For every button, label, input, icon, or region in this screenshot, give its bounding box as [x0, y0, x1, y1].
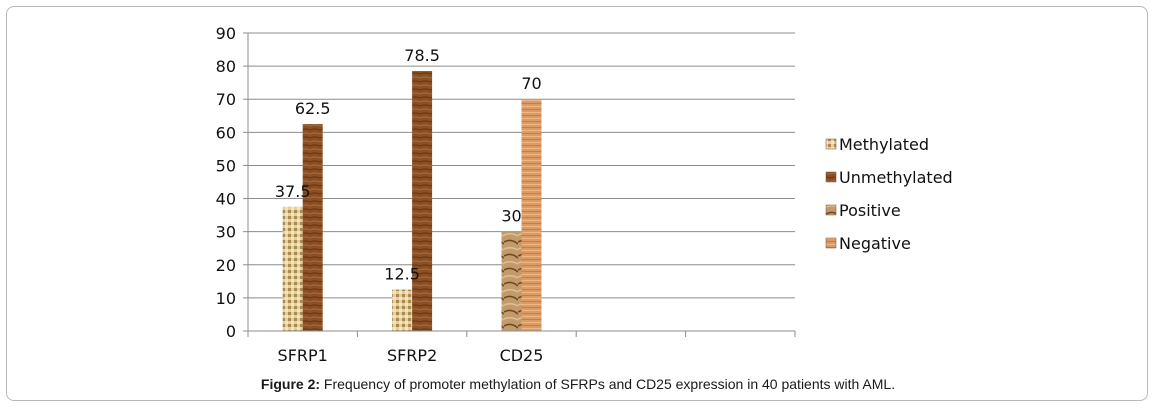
caption-label: Figure 2: [260, 376, 321, 392]
figure-caption: Figure 2: Frequency of promoter methylat… [0, 376, 1156, 392]
x-tick-label-sfrp1: SFRP1 [278, 346, 328, 365]
legend-swatch-negative [825, 237, 837, 249]
caption-text: Frequency of promoter methylation of SFR… [320, 376, 896, 392]
bar-sfrp1-unmethylated [302, 124, 323, 331]
data-label-cd25-negative: 70 [521, 74, 541, 93]
bar-cd25-positive [501, 231, 522, 331]
y-tick-label: 50 [216, 156, 236, 175]
bar-cd25-negative [521, 99, 542, 331]
y-tick-label: 20 [216, 256, 236, 275]
data-labels: 37.5 62.5 12.5 78.5 30 70 [275, 46, 542, 284]
legend-label-unmethylated: Unmethylated [839, 168, 953, 187]
data-label-sfrp1-methylated: 37.5 [275, 182, 311, 201]
axes: 0 10 20 30 40 50 60 70 80 90 SFRP1 SFRP2 CD25 [216, 24, 796, 365]
data-label-sfrp2-unmethylated: 78.5 [404, 46, 440, 65]
legend-swatch-positive [825, 204, 837, 216]
legend-swatch-methylated [825, 138, 837, 150]
x-tick-label-cd25: CD25 [500, 346, 544, 365]
legend-swatch-unmethylated [825, 171, 837, 183]
x-tick-label-sfrp2: SFRP2 [387, 346, 437, 365]
bar-sfrp1-methylated [282, 206, 303, 331]
y-tick-label: 40 [216, 190, 236, 209]
bar-sfrp2-methylated [392, 289, 413, 331]
legend-label-methylated: Methylated [839, 135, 929, 154]
y-tick-label: 70 [216, 90, 236, 109]
bar-sfrp2-unmethylated [412, 71, 433, 332]
y-tick-label: 80 [216, 57, 236, 76]
y-tick-label: 0 [226, 322, 236, 341]
y-tick-label: 90 [216, 24, 236, 43]
figure-frame [6, 6, 1148, 401]
bar-chart: 37.5 62.5 12.5 78.5 30 70 0 10 20 30 40 50 60 70 80 90… [216, 24, 953, 365]
y-tick-label: 60 [216, 123, 236, 142]
data-label-sfrp1-unmethylated: 62.5 [295, 99, 331, 118]
legend: Methylated Unmethylated Positive Negative [825, 135, 953, 253]
legend-label-negative: Negative [839, 234, 911, 253]
bars [282, 71, 542, 332]
legend-label-positive: Positive [839, 201, 901, 220]
data-label-sfrp2-methylated: 12.5 [384, 265, 420, 284]
data-label-cd25-positive: 30 [501, 207, 521, 226]
y-tick-label: 30 [216, 223, 236, 242]
y-tick-label: 10 [216, 289, 236, 308]
